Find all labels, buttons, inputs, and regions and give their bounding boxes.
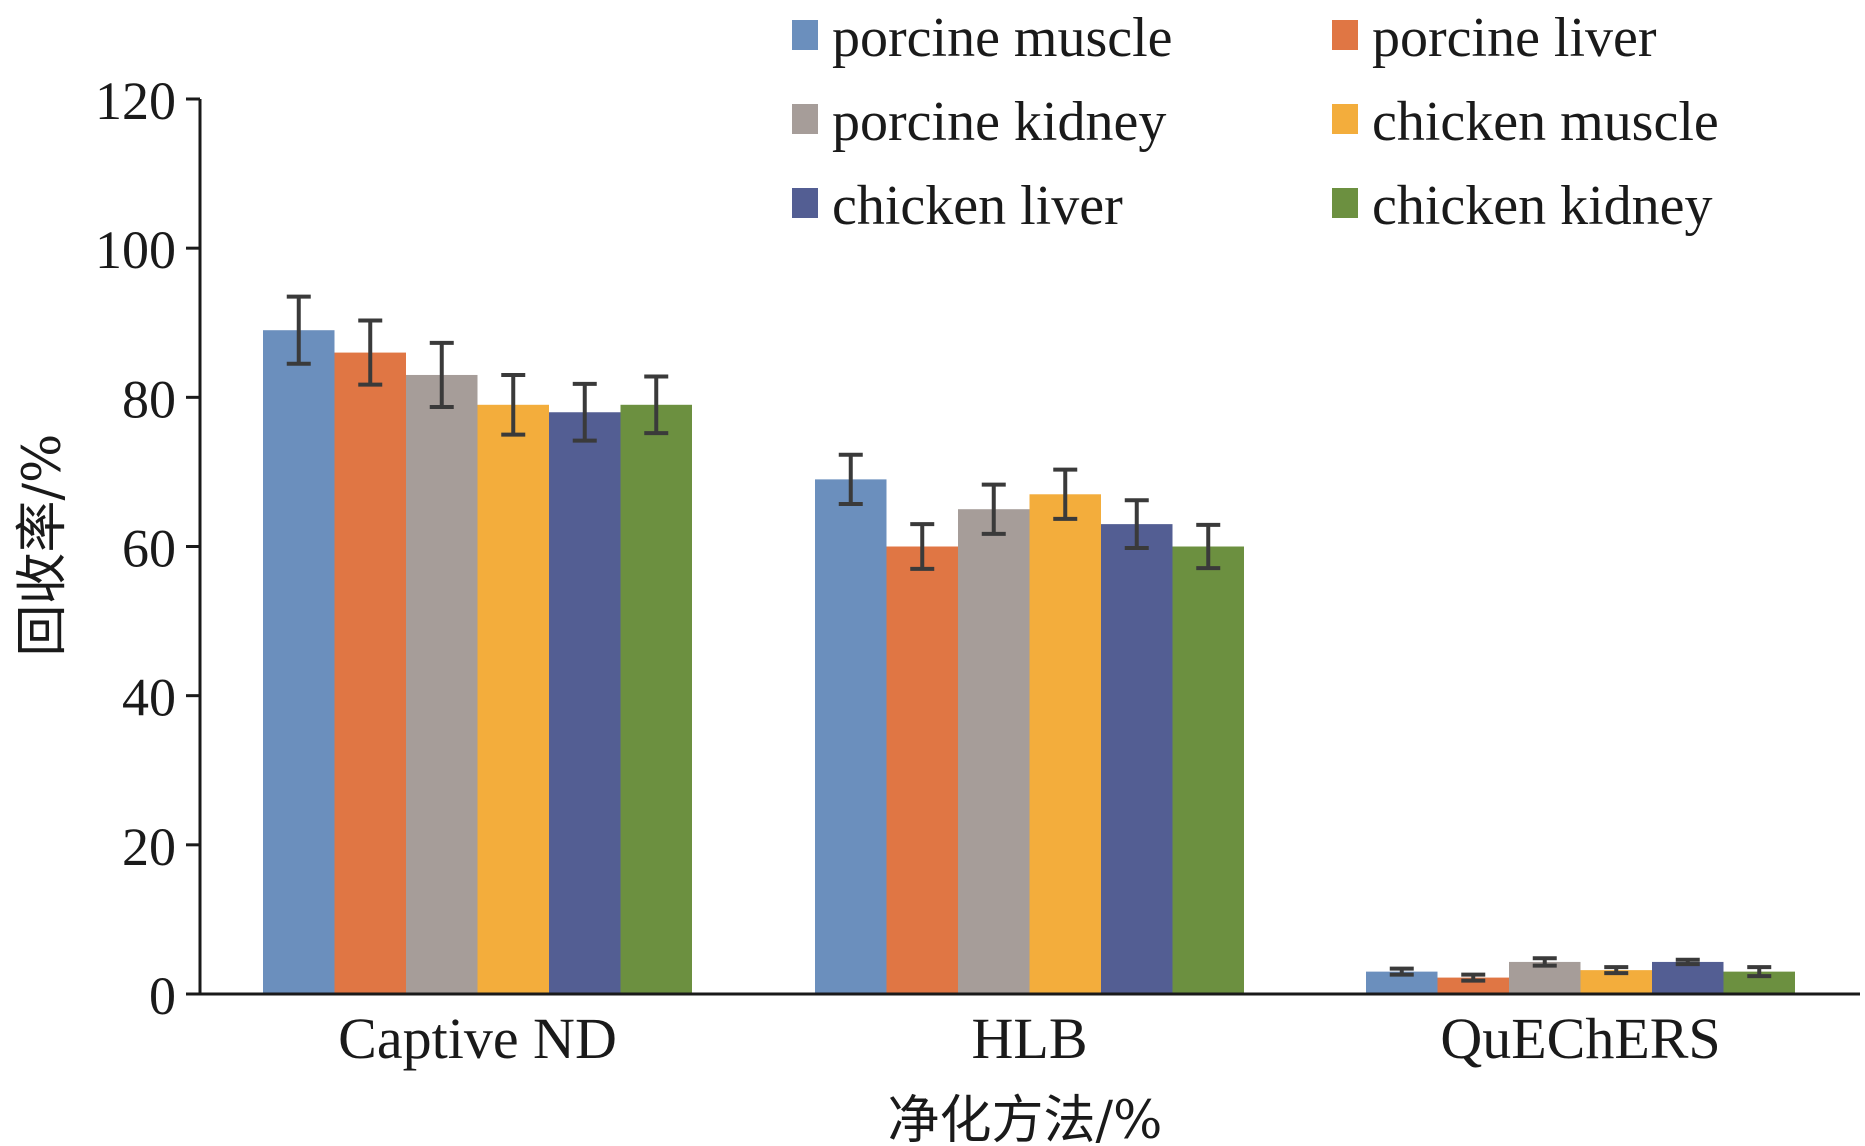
legend-label: porcine kidney [832,91,1166,153]
bar [1723,971,1795,994]
bars [263,330,1795,995]
bar [1580,970,1652,994]
category-label: Captive ND [338,1006,617,1071]
legend-swatch [792,104,818,134]
error-bar [1389,966,1414,977]
category-label: QuEChERS [1440,1006,1720,1071]
y-axis-title: 回收率/% [13,434,73,657]
error-bar [572,381,597,443]
legend-swatch [792,188,818,218]
bar [1652,961,1724,994]
error-bar [1461,972,1486,983]
error-bar [1196,522,1221,571]
y-tick-label: 100 [95,220,176,280]
legend-label: chicken liver [832,175,1123,237]
legend-label: chicken kidney [1372,175,1713,237]
y-tick-label: 60 [122,519,176,579]
bar [406,374,478,994]
bar [1366,971,1438,994]
error-bar [1124,498,1149,550]
bar [1101,524,1173,994]
bar [1437,977,1509,994]
bar [1172,546,1244,994]
legend-swatch [1332,188,1358,218]
bar [1029,494,1101,994]
category-labels: Captive ND HLB QuEChERS [338,1006,1721,1071]
x-axis-title: 净化方法/% [888,1091,1163,1146]
error-bar [1532,956,1557,968]
y-tick-label: 0 [149,966,176,1026]
legend-swatch [1332,20,1358,50]
y-tick-label: 40 [122,668,176,728]
y-tick-label: 20 [122,817,176,877]
error-bar [1747,965,1772,979]
bar [263,330,335,994]
legend: porcine muscle porcine liver porcine kidne… [792,7,1719,237]
error-bar [501,372,526,437]
error-bar [286,294,311,366]
error-bar [429,340,454,410]
error-bar [910,522,935,571]
bar [886,546,958,994]
bar [334,352,406,994]
y-tick-label: 120 [95,71,176,131]
error-bar [358,318,383,387]
bar [958,509,1030,994]
legend-label: porcine liver [1372,7,1657,69]
legend-swatch [792,20,818,50]
bar [477,404,549,995]
error-bar [644,374,669,436]
error-bar [1675,957,1700,967]
error-bar [981,482,1006,536]
error-bar [1604,965,1629,976]
bar [620,404,692,995]
error-bar [838,452,863,506]
y-ticks: 0 20 40 60 80 100 120 [95,71,200,1026]
bar [815,479,887,994]
bar [549,412,621,994]
legend-label: porcine muscle [832,7,1173,69]
category-label: HLB [972,1006,1088,1071]
legend-swatch [1332,104,1358,134]
error-bars [286,294,1772,983]
legend-label: chicken muscle [1372,91,1719,153]
error-bar [1053,467,1078,521]
y-tick-label: 80 [122,369,176,429]
